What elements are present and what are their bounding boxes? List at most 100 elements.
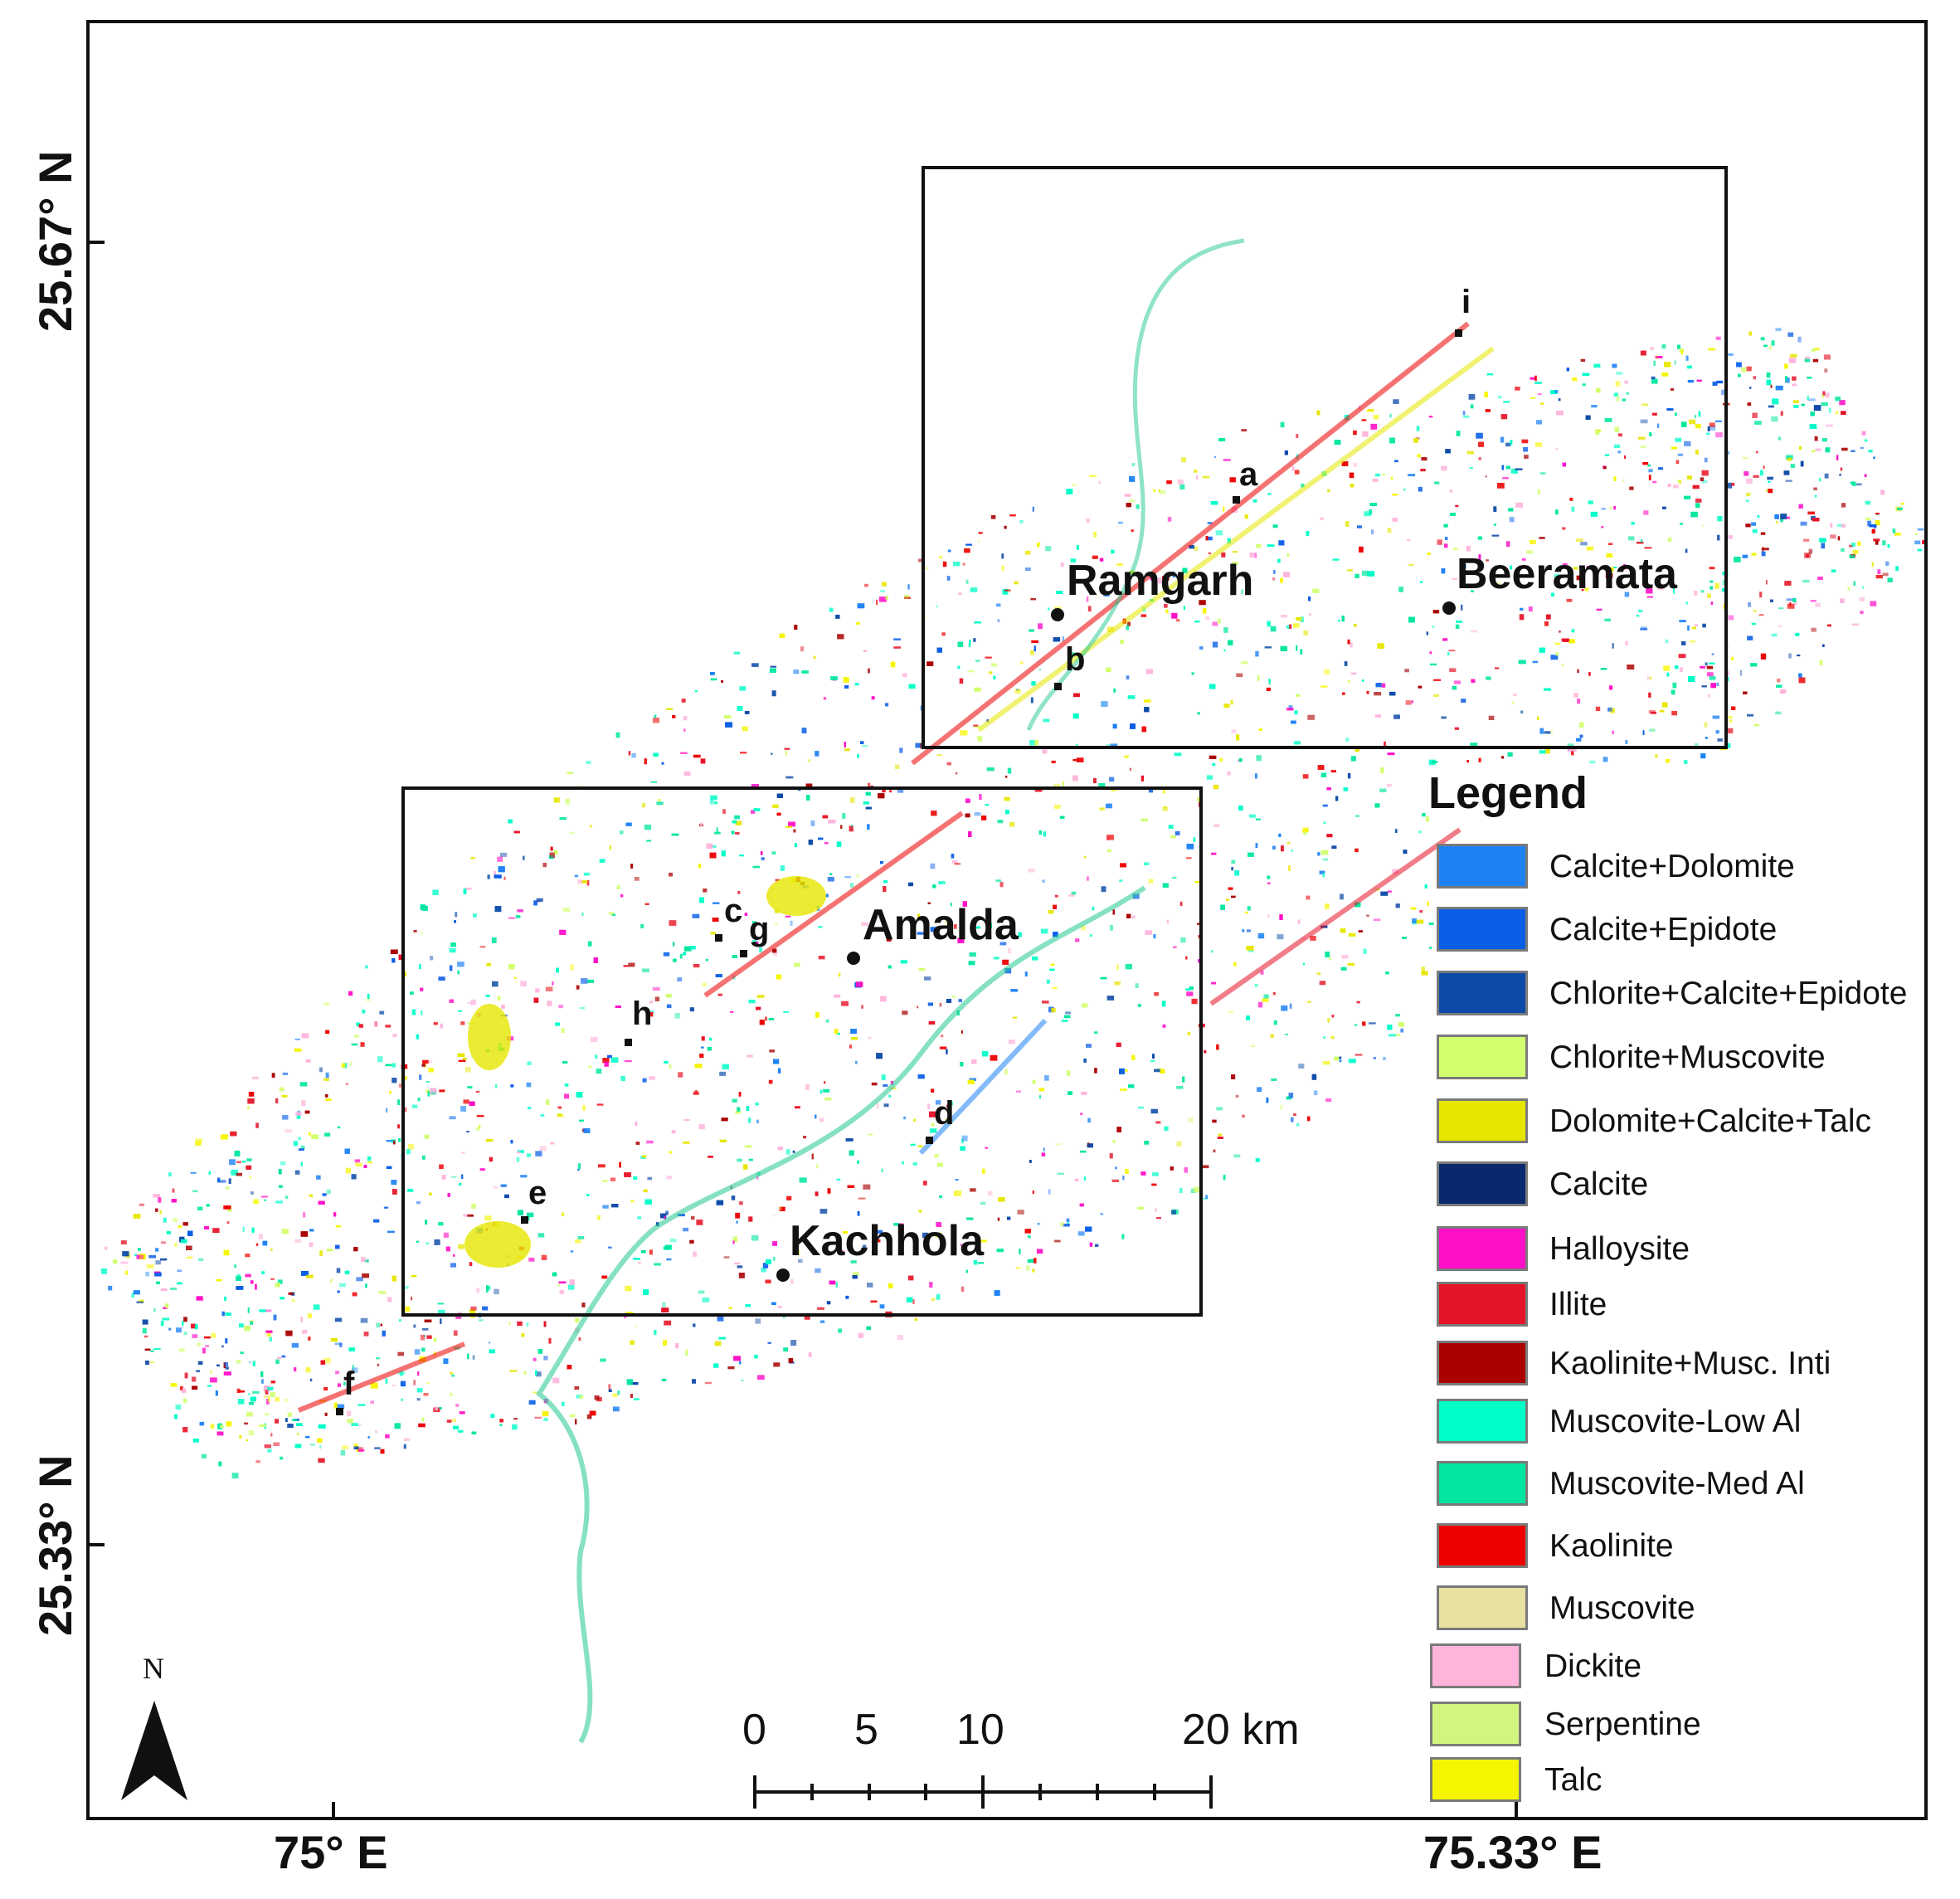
- mineral-pixel: [748, 1158, 753, 1161]
- mineral-pixel: [1326, 787, 1331, 791]
- mineral-pixel: [1350, 484, 1354, 488]
- mineral-pixel: [1094, 1031, 1098, 1034]
- mineral-pixel: [1785, 377, 1790, 383]
- mineral-pixel: [1646, 588, 1653, 594]
- mineral-pixel: [414, 1349, 421, 1355]
- mineral-pixel: [1818, 478, 1821, 482]
- mineral-pixel: [974, 687, 981, 692]
- mineral-pixel: [1466, 450, 1474, 455]
- mineral-pixel: [552, 981, 554, 986]
- mineral-pixel: [876, 599, 878, 606]
- mineral-pixel: [1077, 1231, 1085, 1236]
- mineral-pixel: [351, 1174, 357, 1180]
- mineral-pixel: [1745, 523, 1751, 528]
- mineral-pixel: [1054, 1239, 1061, 1243]
- mineral-pixel: [1840, 598, 1845, 603]
- mineral-pixel: [1125, 963, 1132, 970]
- mineral-pixel: [974, 725, 980, 728]
- mineral-pixel: [357, 1424, 362, 1426]
- mineral-pixel: [1344, 661, 1348, 666]
- mineral-pixel: [827, 1188, 831, 1194]
- mineral-pixel: [994, 957, 999, 960]
- mineral-pixel: [1711, 653, 1714, 655]
- mineral-pixel: [1609, 507, 1612, 509]
- mineral-pixel: [417, 1098, 421, 1102]
- mineral-pixel: [837, 1032, 840, 1035]
- mineral-pixel: [664, 1061, 669, 1064]
- mineral-pixel: [1238, 806, 1243, 811]
- mineral-pixel: [287, 1412, 293, 1417]
- mineral-pixel: [1746, 366, 1752, 372]
- mineral-pixel: [220, 1424, 224, 1429]
- mineral-pixel: [868, 668, 870, 674]
- mineral-pixel: [1094, 1068, 1097, 1074]
- mineral-pixel: [968, 961, 975, 966]
- mineral-pixel: [450, 1392, 453, 1397]
- mineral-pixel: [1272, 992, 1276, 996]
- mineral-pixel: [1486, 676, 1491, 680]
- mineral-pixel: [1797, 655, 1801, 657]
- mineral-pixel: [1666, 672, 1670, 677]
- mineral-pixel: [1392, 494, 1398, 496]
- mineral-pixel: [225, 1338, 228, 1344]
- mineral-pixel: [541, 1254, 547, 1260]
- mineral-pixel: [170, 1288, 177, 1290]
- mineral-pixel: [1124, 755, 1129, 758]
- mineral-pixel: [778, 1068, 781, 1074]
- mineral-pixel: [1374, 803, 1380, 808]
- mineral-pixel: [1677, 480, 1680, 482]
- mineral-pixel: [1131, 529, 1134, 533]
- mineral-pixel: [206, 1204, 210, 1207]
- mineral-pixel: [516, 1156, 520, 1162]
- mineral-pixel: [610, 1057, 619, 1063]
- mineral-pixel: [664, 1320, 672, 1326]
- mineral-pixel: [583, 872, 590, 876]
- mineral-pixel: [421, 1347, 426, 1352]
- mineral-pixel: [160, 1258, 168, 1261]
- mineral-pixel: [1771, 416, 1778, 422]
- mineral-pixel: [1375, 473, 1380, 477]
- mineral-pixel: [1576, 575, 1583, 581]
- mineral-pixel: [1068, 894, 1075, 897]
- mineral-pixel: [1371, 529, 1374, 534]
- mineral-pixel: [649, 1001, 654, 1004]
- mineral-pixel: [1284, 450, 1288, 455]
- mineral-pixel: [1624, 380, 1628, 384]
- mineral-pixel: [742, 726, 748, 732]
- mineral-pixel: [1753, 376, 1756, 380]
- mineral-pixel: [204, 1226, 209, 1229]
- mineral-pixel: [1521, 439, 1529, 444]
- mineral-pixel: [1294, 470, 1300, 475]
- mineral-pixel: [191, 1323, 196, 1329]
- mineral-pixel: [1083, 1059, 1087, 1063]
- mineral-pixel: [1424, 884, 1427, 889]
- mineral-pixel: [1537, 393, 1542, 396]
- mineral-pixel: [1450, 513, 1456, 516]
- mineral-pixel: [210, 1370, 212, 1374]
- mineral-pixel: [1393, 714, 1400, 719]
- mineral-pixel: [1044, 1075, 1049, 1081]
- mineral-pixel: [489, 1349, 495, 1354]
- mineral-pixel: [425, 1220, 428, 1225]
- mineral-pixel: [960, 1244, 962, 1246]
- mineral-pixel: [438, 976, 445, 981]
- mineral-pixel: [1048, 607, 1050, 611]
- mineral-pixel: [804, 1316, 810, 1320]
- mineral-pixel: [1168, 825, 1174, 829]
- mineral-pixel: [1914, 540, 1921, 545]
- mineral-pixel: [248, 1092, 255, 1097]
- mineral-pixel: [1194, 1186, 1199, 1193]
- mineral-pixel: [323, 1386, 328, 1391]
- mineral-pixel: [1530, 377, 1537, 380]
- mineral-pixel: [333, 1212, 337, 1217]
- mineral-pixel: [985, 1147, 989, 1149]
- mineral-pixel: [964, 548, 970, 553]
- mineral-pixel: [847, 1185, 855, 1188]
- mineral-pixel: [1786, 455, 1793, 460]
- mineral-pixel: [1809, 424, 1817, 429]
- mineral-pixel: [1140, 775, 1144, 782]
- mineral-pixel: [1272, 577, 1276, 581]
- mineral-pixel: [703, 982, 707, 986]
- mineral-pixel: [1768, 405, 1774, 408]
- mineral-pixel: [918, 968, 926, 971]
